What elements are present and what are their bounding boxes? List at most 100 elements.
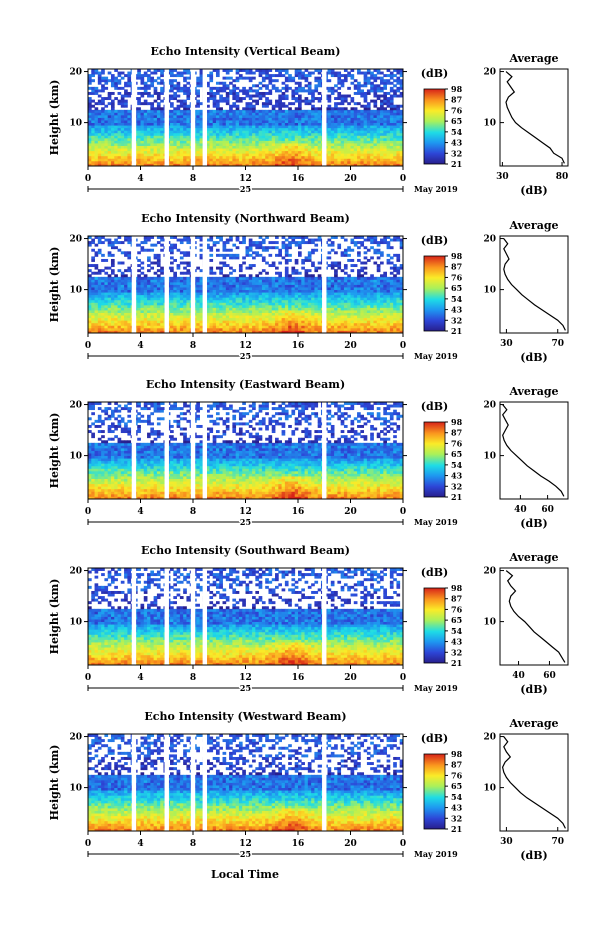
heatmap-cell: [278, 114, 282, 118]
heatmap-cell: [97, 148, 102, 152]
heatmap-cell: [278, 304, 282, 308]
heatmap-cell: [337, 71, 342, 75]
heatmap-cell: [127, 160, 132, 164]
heatmap-cell: [183, 153, 187, 157]
heatmap-cell: [334, 137, 338, 141]
heatmap-cell: [104, 289, 109, 293]
heatmap-cell: [110, 140, 115, 144]
heatmap-cell: [137, 150, 141, 154]
heatmap-cell: [170, 315, 174, 319]
heatmap-cell: [334, 107, 338, 111]
heatmap-cell: [252, 320, 256, 324]
heatmap-cell: [245, 91, 250, 95]
heatmap-cell: [117, 122, 122, 126]
heatmap-cell: [311, 94, 315, 98]
heatmap-cell: [278, 107, 282, 111]
heatmap-cell: [288, 155, 292, 159]
heatmap-cell: [153, 327, 158, 331]
heatmap-cell: [373, 76, 378, 80]
heatmap-cell: [88, 107, 92, 111]
heatmap-cell: [380, 287, 384, 290]
heatmap-cell: [343, 145, 348, 149]
heatmap-cell: [373, 74, 378, 78]
heatmap-cell: [110, 130, 115, 134]
heatmap-cell: [304, 163, 309, 167]
heatmap-cell: [104, 132, 109, 136]
heatmap-cell: [209, 292, 214, 296]
heatmap-cell: [215, 122, 220, 126]
heatmap-cell: [232, 302, 237, 306]
heatmap-cell: [383, 135, 387, 139]
heatmap-cell: [206, 284, 210, 288]
heatmap-cell: [363, 104, 368, 108]
heatmap-cell: [232, 294, 237, 298]
heatmap-cell: [389, 81, 394, 85]
heatmap-cell: [389, 132, 394, 136]
heatmap-cell: [314, 125, 319, 129]
heatmap-cell: [255, 325, 260, 329]
heatmap-cell: [271, 107, 276, 111]
heatmap-cell: [268, 320, 273, 324]
heatmap-cell: [298, 137, 302, 141]
heatmap-cell: [399, 304, 404, 308]
heatmap-cell: [229, 325, 233, 329]
heatmap-cell: [196, 117, 200, 121]
heatmap-cell: [196, 292, 200, 296]
heatmap-cell: [219, 150, 223, 154]
heatmap-cell: [258, 112, 263, 116]
heatmap-cell: [268, 91, 273, 95]
heatmap-cell: [327, 109, 332, 113]
heatmap-cell: [265, 114, 269, 118]
heatmap-cell: [307, 122, 312, 126]
heatmap-cell: [298, 71, 302, 75]
heatmap-cell: [376, 307, 381, 311]
heatmap-cell: [242, 137, 246, 141]
heatmap-cell: [183, 89, 187, 93]
heatmap-cell: [248, 140, 253, 144]
heatmap-cell: [225, 120, 230, 123]
heatmap-cell: [265, 315, 269, 319]
heatmap-cell: [248, 317, 253, 321]
heatmap-cell: [360, 320, 365, 324]
heatmap-cell: [396, 155, 401, 159]
heatmap-cell: [140, 310, 145, 313]
heatmap-cell: [199, 71, 204, 75]
heatmap-cell: [337, 299, 342, 303]
heatmap-cell: [288, 74, 292, 78]
heatmap-cell: [225, 145, 230, 149]
heatmap-cell: [91, 155, 95, 159]
heatmap-cell: [281, 94, 286, 98]
heatmap-cell: [340, 330, 345, 334]
heatmap-cell: [366, 71, 371, 75]
heatmap-cell: [340, 153, 345, 157]
heatmap-cell: [120, 155, 125, 159]
heatmap-cell: [225, 330, 230, 334]
heatmap-cell: [327, 284, 332, 288]
heatmap-cell: [261, 160, 266, 164]
heatmap-cell: [222, 69, 227, 72]
heatmap-cell: [179, 125, 184, 129]
heatmap-cell: [275, 69, 279, 72]
heatmap-cell: [347, 140, 351, 144]
heatmap-cell: [265, 287, 269, 290]
heatmap-cell: [396, 327, 401, 331]
heatmap-cell: [261, 71, 266, 75]
heatmap-cell: [91, 163, 95, 167]
heatmap-cell: [261, 327, 266, 331]
heatmap-cell: [334, 317, 338, 321]
heatmap-cell: [147, 112, 151, 116]
heatmap-cell: [91, 327, 95, 331]
heatmap-cell: [186, 81, 191, 85]
heatmap-cell: [94, 317, 99, 321]
heatmap-cell: [153, 299, 158, 303]
heatmap-cell: [219, 89, 223, 93]
heatmap-cell: [278, 155, 282, 159]
heatmap-cell: [225, 150, 230, 154]
heatmap-cell: [304, 79, 309, 83]
heatmap-cell: [242, 107, 246, 111]
heatmap-cell: [366, 327, 371, 331]
heatmap-cell: [298, 114, 302, 118]
heatmap-cell: [337, 325, 342, 329]
heatmap-cell: [156, 109, 161, 113]
heatmap-cell: [268, 122, 273, 126]
